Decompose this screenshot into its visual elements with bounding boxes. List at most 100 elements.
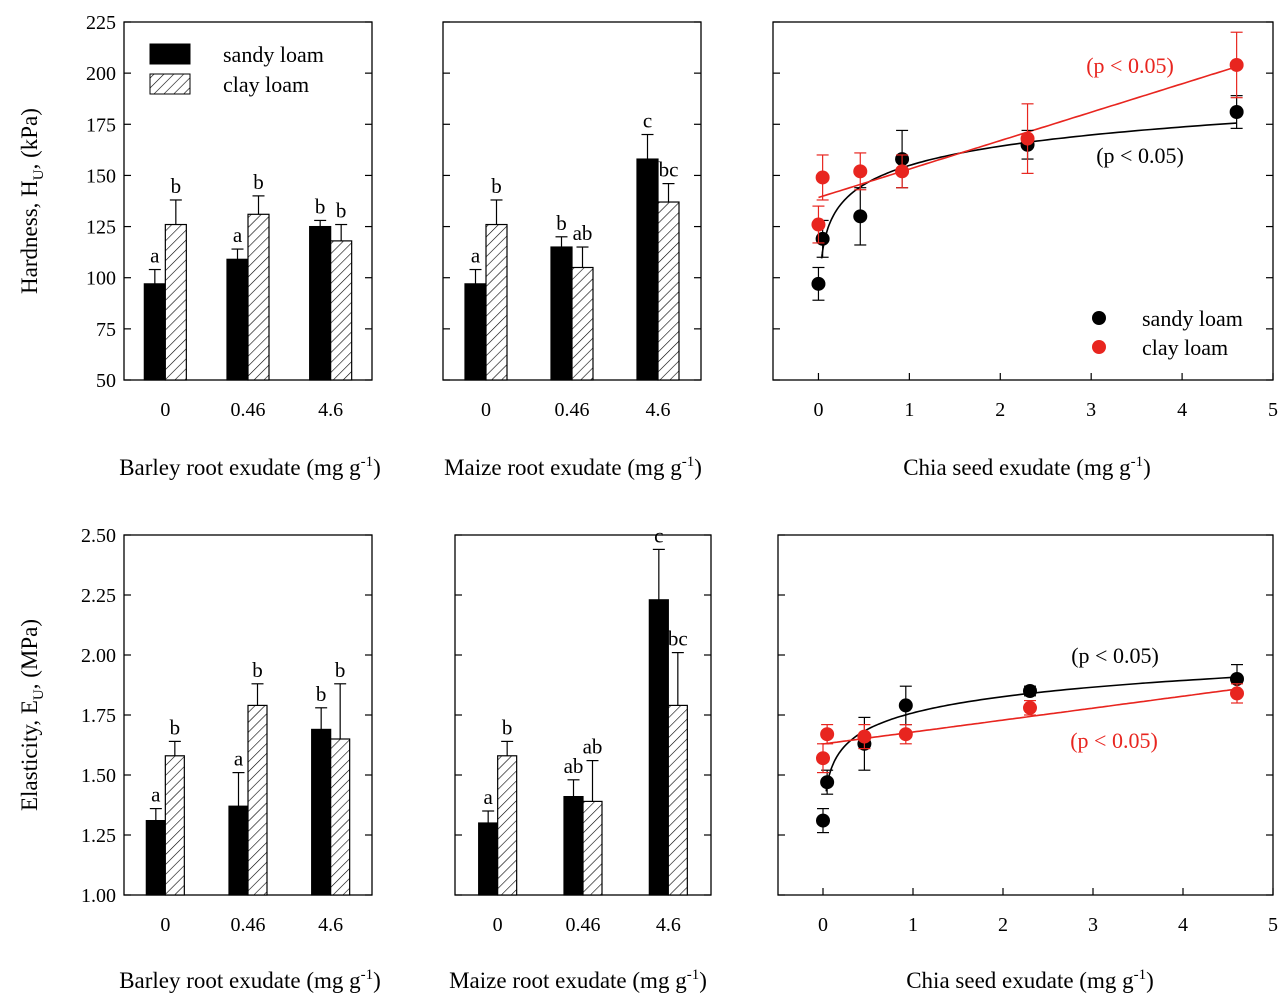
elasticity-chia-xtick-label: 0 [818, 914, 828, 936]
elasticity-barley-significance-letter: b [316, 682, 327, 706]
elasticity-maize-significance-letter: c [654, 523, 663, 547]
elasticity-chia-fit-line-clay-loam [822, 688, 1238, 745]
elasticity-maize-significance-letter: ab [564, 754, 584, 778]
hardness-chia-xtick-label: 0 [813, 399, 823, 421]
hardness-chia-point-clay-loam [811, 217, 826, 232]
elasticity-chia-point-sandy-loam [1023, 684, 1037, 698]
barley-xlabel: Barley root exudate (mg g-1) [119, 454, 381, 480]
hardness-chia-point-sandy-loam [815, 231, 830, 246]
hardness-barley-xtick-label: 4.6 [318, 399, 343, 421]
elasticity-barley-xtick-label: 0.46 [231, 914, 266, 936]
elasticity-chia-xtick-label: 2 [998, 914, 1008, 936]
elasticity-chia-point-sandy-loam [1230, 672, 1244, 686]
elasticity-maize-xtick-label: 4.6 [656, 914, 681, 936]
elasticity-barley-significance-letter: b [170, 715, 181, 739]
chia-legend-label-clay-loam: clay loam [1142, 335, 1228, 360]
elasticity-barley-xtick-label: 4.6 [318, 914, 343, 936]
elasticity-barley-ytick-label: 1.75 [81, 705, 116, 727]
hardness-chia-point-clay-loam [1020, 131, 1035, 146]
elasticity-barley-significance-letter: a [234, 747, 244, 771]
elasticity-barley-ytick-label: 2.50 [81, 525, 116, 547]
hardness-chia-annotation-clay-loam: (p < 0.05) [1086, 53, 1174, 78]
elasticity-barley-bar-clay-loam [330, 738, 351, 896]
legend-label-clay-loam: clay loam [223, 72, 309, 97]
elasticity-maize-bar-sandy-loam [648, 599, 669, 896]
hardness-barley-ytick-label: 175 [86, 114, 116, 136]
elasticity-maize-bar-sandy-loam [563, 795, 584, 896]
hardness-maize-bar-sandy-loam [636, 158, 659, 381]
legend-label-sandy-loam: sandy loam [223, 42, 324, 67]
hardness-maize-significance-letter: bc [659, 158, 679, 182]
hardness-maize-significance-letter: a [471, 244, 481, 268]
elasticity-barley-significance-letter: b [335, 658, 346, 682]
hardness-maize-bar-sandy-loam [550, 246, 573, 381]
hardness-chia-frame [772, 21, 1274, 381]
elasticity-chia-point-sandy-loam [816, 813, 830, 828]
elasticity-maize-xtick-label: 0.46 [566, 914, 601, 936]
barley-xlabel-bottom: Barley root exudate (mg g-1) [119, 967, 381, 993]
hardness-barley-bar-clay-loam [164, 223, 187, 381]
hardness-barley-bar-clay-loam [247, 213, 270, 381]
hardness-barley-bar-sandy-loam [143, 283, 166, 381]
hardness-barley-significance-letter: a [233, 223, 243, 247]
hardness-barley-significance-letter: b [253, 170, 264, 194]
elasticity-chia-annotation-sandy-loam: (p < 0.05) [1071, 643, 1159, 668]
hardness-barley-significance-letter: b [315, 194, 326, 218]
hardness-maize-bar-clay-loam [657, 201, 680, 381]
elasticity-maize-significance-letter: b [502, 715, 513, 739]
elasticity-chia-xtick-label: 3 [1088, 914, 1098, 936]
maize-xlabel-bottom: Maize root exudate (mg g-1) [449, 967, 707, 993]
elasticity-chia-point-clay-loam [1230, 686, 1244, 701]
elasticity-maize-significance-letter: bc [668, 627, 688, 651]
hardness-maize-bar-clay-loam [485, 223, 508, 381]
hardness-chia-xtick-label: 2 [995, 399, 1005, 421]
elasticity-barley-significance-letter: b [252, 658, 263, 682]
elasticity-barley-xtick-label: 0 [160, 914, 170, 936]
hardness-chia-point-sandy-loam [811, 276, 826, 291]
hardness-maize-bar-clay-loam [571, 266, 594, 381]
hardness-barley-ytick-label: 225 [86, 12, 116, 34]
elasticity-chia-point-sandy-loam [898, 698, 913, 713]
elasticity-barley-ytick-label: 1.25 [81, 825, 116, 847]
elasticity-chia-point-sandy-loam [820, 775, 835, 790]
hardness-barley-ytick-label: 200 [86, 63, 116, 85]
hardness-barley-significance-letter: b [336, 199, 347, 223]
elasticity-chia-point-clay-loam [1023, 700, 1037, 715]
chia-xlabel-bottom: Chia seed exudate (mg g-1) [906, 967, 1154, 993]
elasticity-maize-bar-clay-loam [582, 800, 603, 896]
elasticity-barley-ytick-label: 1.00 [81, 885, 116, 907]
elasticity-maize-bar-clay-loam [667, 704, 688, 896]
hardness-barley-ytick-label: 75 [96, 319, 116, 341]
elasticity-barley-ytick-label: 2.25 [81, 585, 116, 607]
elasticity-ylabel: Elasticity, EU, (MPa) [17, 619, 47, 811]
elasticity-chia-xtick-label: 1 [908, 914, 918, 936]
elasticity-barley-bar-clay-loam [247, 704, 268, 896]
hardness-barley-ytick-label: 125 [86, 217, 116, 239]
hardness-chia-point-sandy-loam [1229, 105, 1244, 120]
elasticity-chia-xtick-label: 4 [1178, 914, 1188, 936]
elasticity-chia-point-clay-loam [816, 751, 830, 766]
elasticity-barley-bar-clay-loam [164, 755, 185, 896]
elasticity-barley-ytick-label: 2.00 [81, 645, 116, 667]
elasticity-chia-annotation-clay-loam: (p < 0.05) [1070, 728, 1158, 753]
elasticity-chia-fit-line-sandy-loam [825, 676, 1238, 792]
hardness-ylabel: Hardness, HU, (kPa) [17, 108, 47, 294]
hardness-chia-point-clay-loam [815, 170, 830, 185]
hardness-chia-xtick-label: 4 [1177, 399, 1187, 421]
hardness-maize-xtick-label: 0 [481, 399, 491, 421]
elasticity-maize-xtick-label: 0 [493, 914, 503, 936]
hardness-chia-xtick-label: 3 [1086, 399, 1096, 421]
elasticity-chia-point-clay-loam [898, 727, 913, 742]
hardness-chia-point-clay-loam [1229, 57, 1244, 72]
maize-xlabel: Maize root exudate (mg g-1) [444, 454, 702, 480]
hardness-chia-point-clay-loam [853, 164, 868, 179]
elasticity-chia-point-clay-loam [857, 729, 872, 744]
elasticity-maize-significance-letter: ab [583, 735, 603, 759]
chia-legend-marker-sandy-loam [1092, 311, 1106, 325]
hardness-barley-ytick-label: 50 [96, 370, 116, 392]
hardness-barley-xtick-label: 0 [160, 399, 170, 421]
hardness-barley-xtick-label: 0.46 [231, 399, 266, 421]
elasticity-chia-xtick-label: 5 [1268, 914, 1278, 936]
hardness-chia-annotation-sandy-loam: (p < 0.05) [1096, 143, 1184, 168]
hardness-barley-bar-sandy-loam [226, 258, 249, 381]
